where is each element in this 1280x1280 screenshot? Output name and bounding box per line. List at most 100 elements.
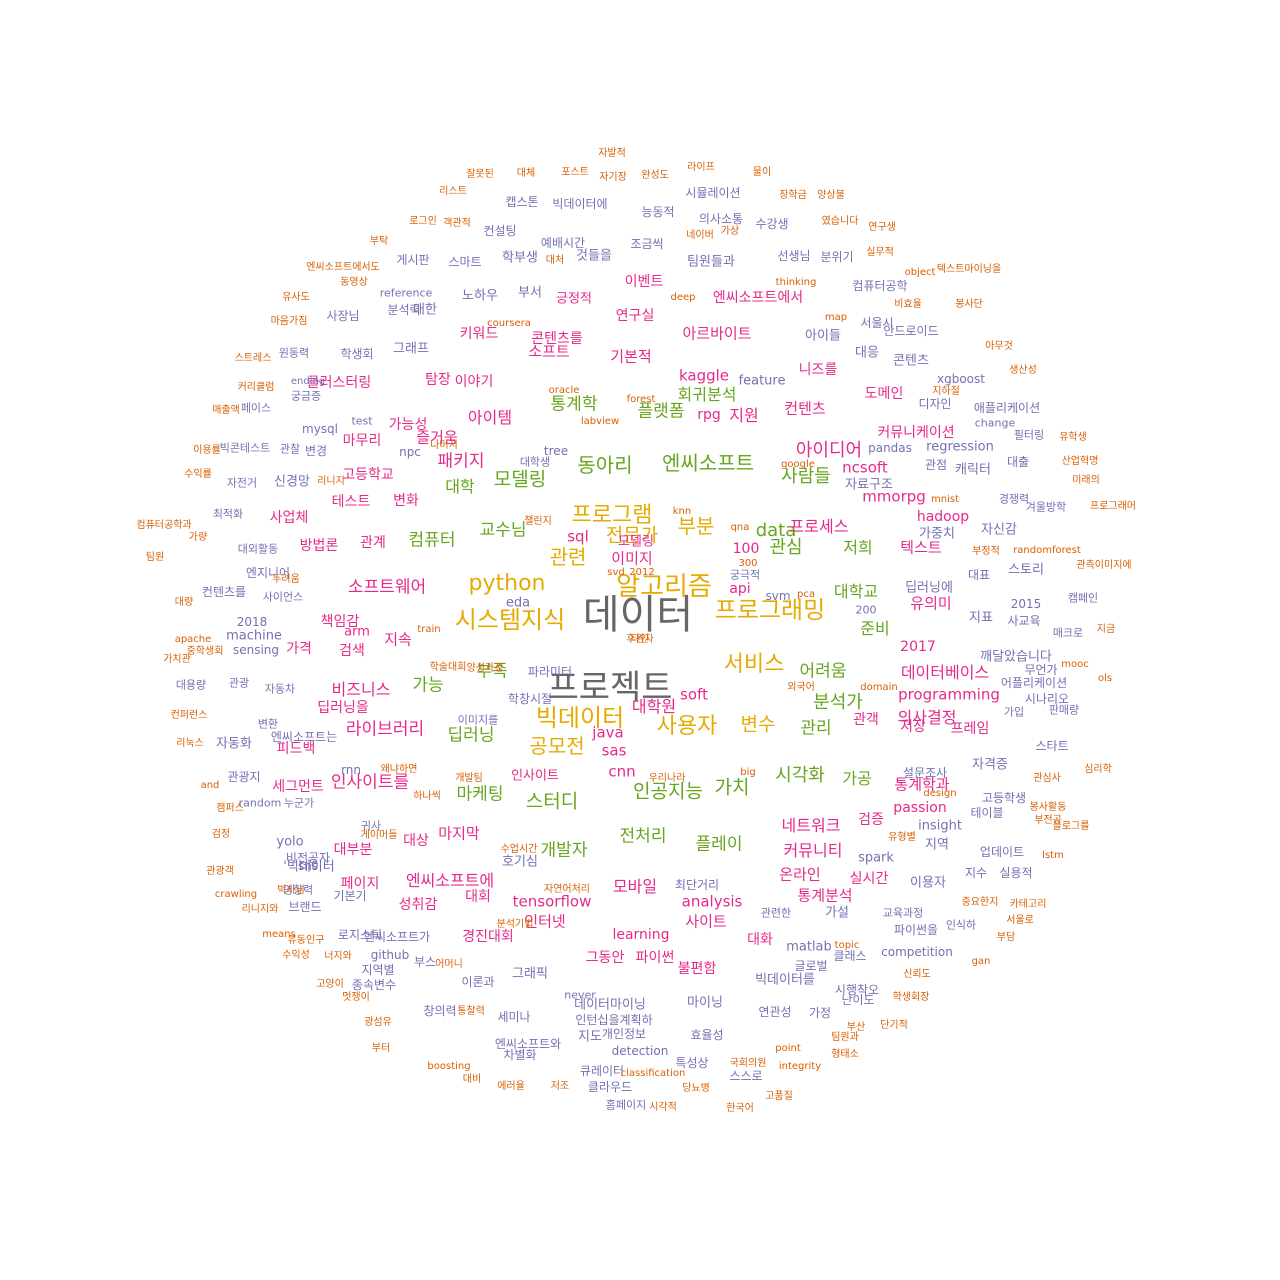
word-cloud-word: reference	[379, 286, 433, 300]
word-cloud-word: 모델링	[493, 468, 547, 491]
word-cloud-word: 시행착오	[834, 983, 880, 997]
word-cloud-word: point	[775, 1043, 801, 1054]
word-cloud-word: 컨설팅	[483, 224, 517, 238]
word-cloud-word: 그동안	[585, 950, 625, 966]
word-cloud-word: programming	[898, 685, 1000, 704]
word-cloud-word: 왜냐하면	[380, 764, 418, 775]
word-cloud-word: 대체	[516, 168, 536, 179]
word-cloud-word: data	[755, 520, 797, 541]
word-cloud-word: 가치관	[163, 654, 191, 665]
word-cloud-word: 딥러닝을	[317, 700, 369, 716]
word-cloud-word: 부전공	[1034, 815, 1062, 826]
word-cloud-word: spark	[858, 850, 894, 866]
word-cloud-word: 비즈니스	[331, 680, 391, 699]
word-cloud-word: 그래픽	[512, 966, 548, 982]
word-cloud-word: 수강생	[755, 217, 789, 231]
word-cloud-word: eda	[505, 595, 531, 611]
word-cloud-word: rpg	[697, 407, 721, 423]
word-cloud-word: 이론과	[461, 975, 495, 989]
word-cloud-word: cnn	[608, 762, 636, 781]
word-cloud-word: 아이디어	[795, 440, 863, 461]
word-cloud-word: 기본기	[333, 889, 367, 903]
word-cloud-word: 관리	[800, 718, 832, 739]
word-cloud-word: 가정	[808, 1006, 832, 1020]
word-cloud-word: 딥러닝	[447, 725, 495, 746]
word-cloud-word: 교수님	[479, 520, 527, 541]
word-cloud-word: 완성도	[641, 170, 669, 181]
word-cloud-word: 캠퍼스	[216, 803, 244, 814]
word-cloud-word: 변수	[740, 713, 776, 736]
word-cloud-word: 엔지니어	[245, 566, 291, 580]
word-cloud-word: 마케팅	[456, 784, 504, 805]
word-cloud-word: 로지스틱	[337, 928, 383, 942]
word-cloud-word: 마지막	[438, 824, 480, 843]
word-cloud-word: 부분	[677, 514, 715, 538]
word-cloud-word: 마음가짐	[270, 316, 308, 327]
word-cloud-word: 유동인구	[287, 935, 325, 946]
word-cloud-word: 사교육	[1007, 614, 1041, 628]
word-cloud-word: 귀사	[360, 819, 382, 833]
word-cloud-word: 실시간	[849, 871, 889, 887]
word-cloud-word: 관광	[228, 676, 250, 690]
word-cloud-word: 대표	[967, 568, 991, 582]
word-cloud-word: 관계	[360, 535, 386, 551]
word-cloud-word: 비효율	[894, 299, 922, 310]
word-cloud-word: 연관성	[758, 1005, 792, 1019]
word-cloud-word: 대학생	[519, 455, 551, 469]
word-cloud-word: 유학생	[1059, 432, 1087, 443]
word-cloud-word: 성취감	[398, 897, 438, 913]
word-cloud-word: 커뮤니케이션	[877, 425, 955, 441]
word-cloud-word: 통찰력	[457, 1006, 485, 1017]
word-cloud-word: 의사소통	[698, 212, 744, 226]
word-cloud-word: 그래프	[393, 341, 429, 357]
word-cloud-word: 대비	[462, 1074, 482, 1085]
word-cloud-word: 대외활동	[237, 542, 279, 556]
word-cloud-word: insight	[918, 818, 962, 834]
word-cloud-word: 대학교	[833, 582, 879, 601]
word-cloud-word: 모바일	[612, 877, 658, 896]
word-cloud-word: 스트레스	[234, 353, 272, 364]
word-cloud-word: 지도	[578, 1029, 602, 1045]
word-cloud-word: 전문가	[605, 524, 659, 547]
word-cloud-word: 팀원들과	[687, 254, 735, 270]
word-cloud-word: 스타트	[1035, 739, 1069, 753]
word-cloud-word: 한국어	[726, 1103, 754, 1114]
word-cloud-word: apache	[174, 634, 212, 645]
word-cloud-word: 아이템	[467, 408, 513, 427]
word-cloud-word: ending	[290, 376, 326, 387]
word-cloud-word: 지원	[729, 406, 759, 425]
word-cloud-word: integrity	[778, 1061, 822, 1072]
word-cloud-word: 양상불	[817, 190, 845, 201]
word-cloud-word: github	[370, 948, 410, 962]
word-cloud-word: 부스	[413, 955, 437, 969]
word-cloud-word: 무언가	[1024, 663, 1058, 677]
word-cloud-word: 봉사단	[955, 299, 983, 310]
word-cloud-word: api	[729, 581, 751, 597]
word-cloud-word: 고등학교	[342, 467, 394, 483]
word-cloud-word: 어려움	[799, 661, 847, 682]
word-cloud-word: 궁극적	[729, 568, 761, 582]
word-cloud-word: 교육과정	[882, 906, 924, 920]
word-cloud-word: 난이도	[841, 993, 875, 1007]
word-cloud-word: 심리학	[1084, 764, 1112, 775]
word-cloud-word: 변환	[257, 717, 279, 731]
word-cloud-word: 광섬유	[364, 1017, 392, 1028]
word-cloud-word: 게시판	[396, 253, 430, 267]
word-cloud-word: 저희	[843, 538, 873, 557]
word-cloud-word: 중요한지	[961, 897, 999, 908]
word-cloud-word: 멋쟁이	[342, 992, 370, 1003]
word-cloud-word: 부산	[846, 1022, 866, 1033]
word-cloud-word: 알고리즘	[616, 572, 712, 602]
word-cloud-word: 데이터베이스	[900, 663, 990, 682]
word-cloud-word: 수업시간	[500, 844, 538, 855]
word-cloud-word: 신뢰도	[903, 969, 931, 980]
word-cloud-word: 산업혁명	[1061, 456, 1099, 467]
word-cloud-word: 큐레이터	[579, 1064, 625, 1078]
word-cloud-word: oracle	[548, 385, 580, 396]
word-cloud-word: 가상	[720, 226, 740, 237]
word-cloud-word: 게이머들	[360, 830, 398, 841]
word-cloud-word: 지표	[969, 610, 993, 626]
word-cloud-word: sns	[297, 859, 319, 873]
word-cloud-word: topic	[834, 940, 860, 951]
word-cloud-word: rnn	[341, 763, 361, 777]
